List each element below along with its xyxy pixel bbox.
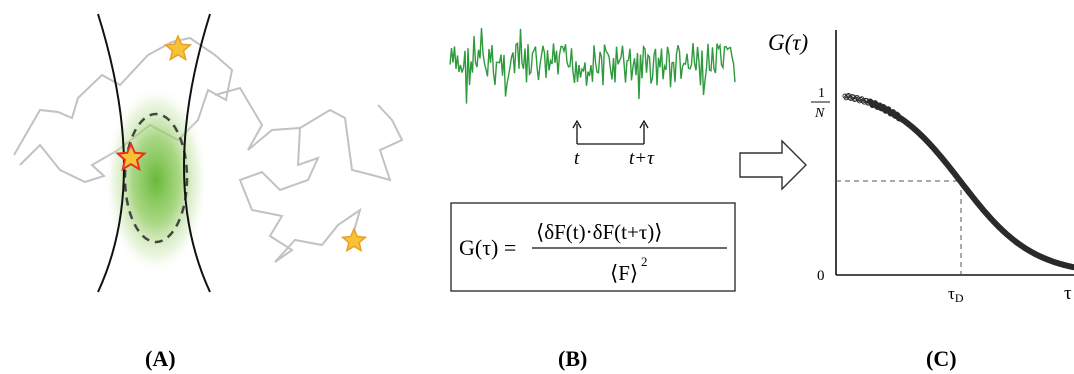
- beam-edge-right: [183, 13, 211, 293]
- formula-numerator: ⟨δF(t)·δF(t+τ)⟩: [536, 220, 662, 244]
- formula-lhs: G(τ) =: [459, 235, 516, 260]
- formula-denominator: ⟨F⟩: [610, 261, 638, 285]
- panel-a-label: (A): [145, 346, 176, 371]
- molecule-star-center: [115, 141, 147, 172]
- molecule-star-top: [163, 34, 193, 62]
- panel-c: G(τ) 1 N 0 τD τ (C): [768, 30, 1074, 371]
- y-tick-top-num: 1: [818, 86, 825, 101]
- formula-box: [450, 202, 736, 292]
- fluorescence-trace: [449, 27, 736, 104]
- arrow-icon: [739, 139, 807, 191]
- autocorrelation-curve: [842, 93, 1074, 271]
- observation-volume: [123, 112, 189, 244]
- y-axis-title: G(τ): [768, 30, 808, 55]
- curve-point: [860, 98, 866, 104]
- x-axis-end-label: τ: [1064, 283, 1072, 304]
- diffusion-path-right: [214, 86, 362, 263]
- y-tick-zero: 0: [817, 268, 825, 284]
- panel-a: (A): [13, 13, 404, 371]
- x-tick-tau-d: τD: [948, 284, 964, 305]
- molecule-star-bottom: [340, 227, 368, 253]
- panel-c-label: (C): [926, 346, 957, 371]
- curve-point: [854, 94, 860, 101]
- diffusion-path-far-right: [299, 104, 404, 182]
- lag-marker: [572, 119, 649, 145]
- diffusion-path-left: [13, 36, 234, 184]
- formula-exponent: 2: [641, 254, 648, 269]
- panel-b: t t+τ G(τ) = ⟨δF(t)·δF(t+τ)⟩ ⟨F⟩ 2 (B): [449, 27, 736, 371]
- curve-point: [1069, 264, 1074, 271]
- focal-glow: [104, 85, 208, 275]
- panel-b-label: (B): [558, 346, 587, 371]
- y-tick-top-den: N: [814, 106, 825, 121]
- t-label: t: [574, 148, 580, 169]
- t-plus-tau-label: t+τ: [629, 148, 655, 169]
